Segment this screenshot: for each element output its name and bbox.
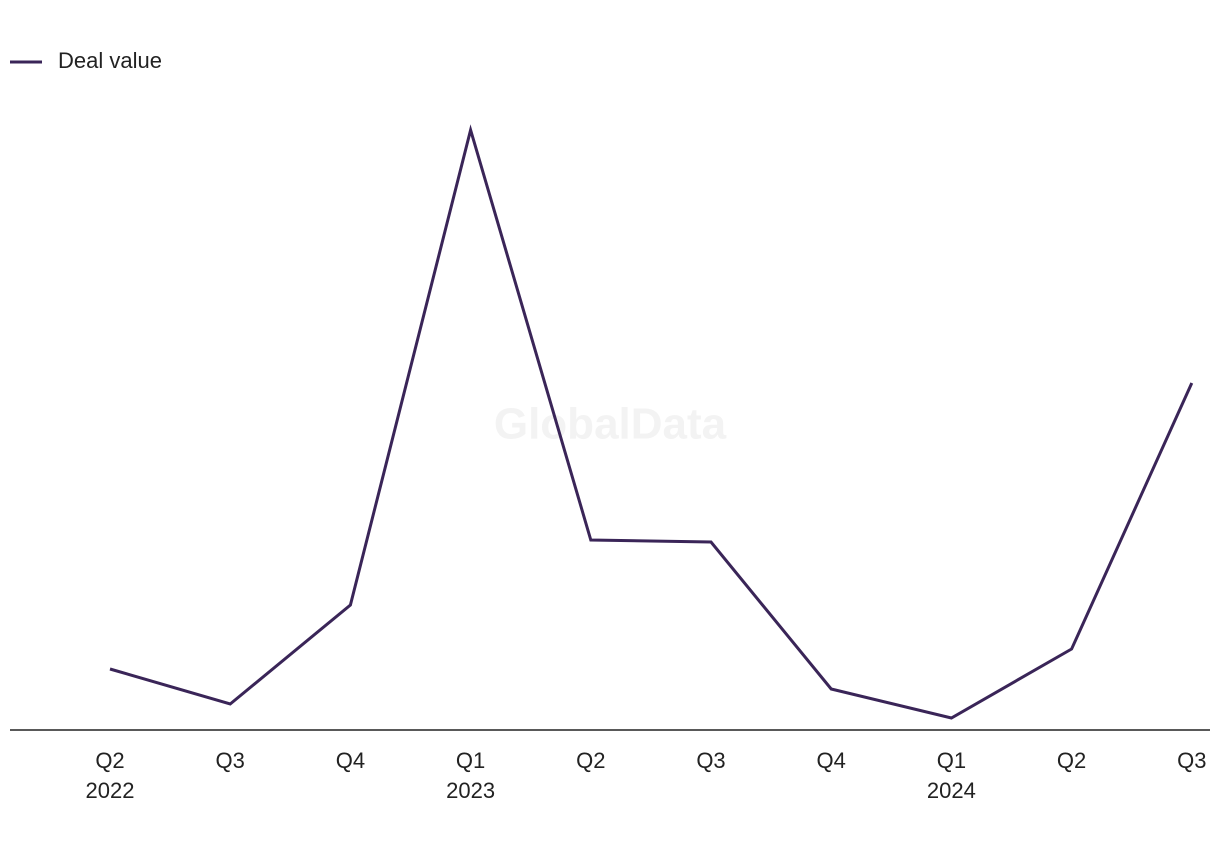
line <box>109 124 1194 720</box>
x-tick-label: Q3 <box>1177 748 1206 773</box>
x-tick-label: Q2 <box>1057 748 1086 773</box>
x-tick-label: Q3 <box>696 748 725 773</box>
x-tick-label: Q1 <box>937 748 966 773</box>
x-tick-label: Q2 <box>576 748 605 773</box>
x-tick-year: 2023 <box>446 778 495 803</box>
x-tick-year: 2024 <box>927 778 976 803</box>
watermark: GlobalData <box>494 400 727 449</box>
x-tick-label: Q1 <box>456 748 485 773</box>
x-tick-year: 2022 <box>86 778 135 803</box>
legend-label: Deal value <box>58 48 162 73</box>
x-tick-label: Q4 <box>817 748 846 773</box>
x-tick-label: Q2 <box>95 748 124 773</box>
x-tick-label: Q3 <box>216 748 245 773</box>
x-tick-label: Q4 <box>336 748 365 773</box>
